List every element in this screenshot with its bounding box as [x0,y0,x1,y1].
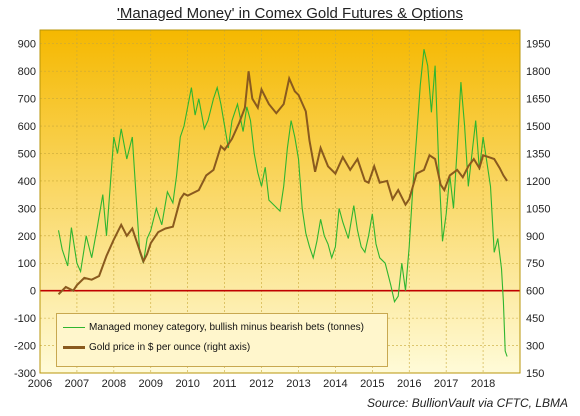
y-axis-left: -300 -200 -100 0 100 200 300 400 500 600 700 800 900 [14,39,36,380]
y-left-tick-label: 500 [18,148,36,160]
y-left-tick-label: 200 [18,231,36,243]
legend-item-managed-money: Managed money category, bullish minus be… [63,322,364,338]
y-right-tick-label: 1350 [526,148,550,160]
x-tick-label: 2011 [213,378,237,390]
y-right-tick-label: 750 [526,258,544,270]
x-tick-label: 2016 [397,378,421,390]
legend: Managed money category, bullish minus be… [56,313,388,367]
x-tick-label: 2014 [323,378,347,390]
y-left-tick-label: 600 [18,121,36,133]
y-right-tick-label: 1500 [526,121,550,133]
y-left-tick-label: 700 [18,94,36,106]
x-tick-label: 2007 [65,378,89,390]
x-tick-label: 2008 [102,378,126,390]
y-left-tick-label: -300 [14,368,36,380]
legend-label-managed-money: Managed money category, bullish minus be… [89,322,364,333]
y-left-tick-label: 100 [18,258,36,270]
legend-swatch-gold-price [63,346,85,349]
y-left-tick-label: 300 [18,203,36,215]
y-left-tick-label: 800 [18,66,36,78]
plot-frame [39,29,521,374]
x-tick-label: 2018 [471,378,495,390]
x-tick-label: 2017 [434,378,458,390]
y-right-tick-label: 1050 [526,203,550,215]
y-left-tick-label: -200 [14,341,36,353]
source-note: Source: BullionVault via CFTC, LBMA [367,396,568,410]
x-tick-label: 2009 [139,378,163,390]
series-gold-price-line [57,71,508,296]
x-tick-label: 2006 [28,378,52,390]
legend-item-gold-price: Gold price in $ per ounce (right axis) [63,342,250,358]
y-right-tick-label: 450 [526,313,544,325]
y-right-tick-label: 1650 [526,94,550,106]
y-right-tick-label: 600 [526,286,544,298]
x-tick-label: 2013 [286,378,310,390]
y-left-tick-label: -100 [14,313,36,325]
y-right-tick-label: 300 [526,341,544,353]
legend-label-gold-price: Gold price in $ per ounce (right axis) [89,342,251,353]
y-right-tick-label: 1950 [526,39,550,51]
y-left-tick-label: 0 [30,286,36,298]
y-left-tick-label: 900 [18,39,36,51]
y-axis-right: 150 300 450 600 750 900 1050 1200 1350 1500 1650 18… [526,39,550,380]
y-right-tick-label: 900 [526,231,544,243]
y-right-tick-label: 1800 [526,66,550,78]
legend-swatch-managed-money [63,327,85,328]
y-left-tick-label: 400 [18,176,36,188]
x-tick-label: 2015 [360,378,384,390]
x-tick-label: 2012 [249,378,273,390]
chart-title: 'Managed Money' in Comex Gold Futures & … [117,5,463,22]
y-right-tick-label: 1200 [526,176,550,188]
x-axis: 2006 2007 2008 2009 2010 2011 2012 2013 2014 2015… [28,378,496,390]
x-tick-label: 2010 [175,378,199,390]
y-right-tick-label: 150 [526,368,544,380]
